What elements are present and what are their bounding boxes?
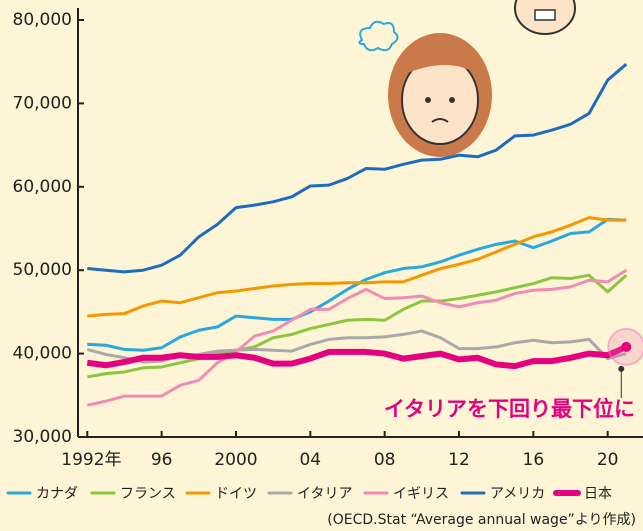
legend-label: フランス [120, 486, 176, 502]
x-tick-label: 04 [299, 450, 321, 470]
legend-label: ドイツ [215, 486, 257, 502]
x-tick-label: 12 [448, 450, 470, 470]
x-tick-label: 2000 [214, 450, 257, 470]
series-line [86, 344, 628, 370]
legend-label: アメリカ [490, 486, 545, 502]
end-point [621, 341, 632, 352]
series-line [87, 217, 627, 352]
y-tick-label: 80,000 [13, 10, 72, 30]
x-tick-label: 08 [374, 450, 396, 470]
x-tick-label: 16 [523, 450, 545, 470]
series-line [86, 268, 628, 407]
legend-label: イギリス [393, 486, 449, 502]
x-tick-label: 20 [597, 450, 619, 470]
y-tick-label: 50,000 [13, 260, 72, 280]
legend-label: イタリア [297, 486, 352, 502]
legend-label: カナダ [36, 486, 78, 502]
series-line [87, 63, 628, 274]
callout-dot [618, 365, 625, 372]
series-line [87, 216, 627, 318]
x-tick-label: 96 [151, 450, 173, 470]
source: (OECD.Stat “Average annual wage”より作成) [327, 512, 636, 528]
x-tick-label: 1992年 [61, 450, 121, 470]
legend-label: 日本 [584, 486, 612, 502]
y-tick-label: 60,000 [13, 177, 72, 197]
series-line [87, 273, 628, 379]
y-tick-label: 70,000 [13, 93, 72, 113]
illustration [358, 0, 576, 157]
annotation: イタリアを下回り最下位に [384, 397, 635, 421]
y-tick-label: 40,000 [13, 344, 72, 364]
y-tick-label: 30,000 [13, 427, 72, 447]
